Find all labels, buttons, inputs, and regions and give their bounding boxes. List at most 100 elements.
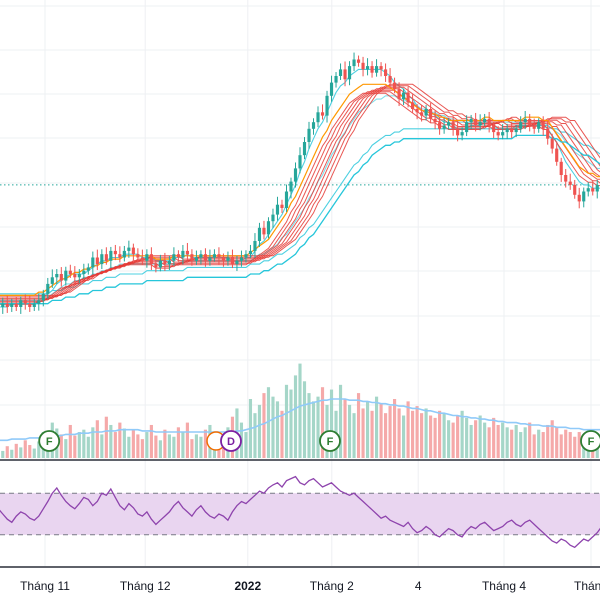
candle[interactable] (496, 126, 500, 141)
candle[interactable] (37, 293, 41, 311)
candle[interactable] (280, 199, 284, 213)
candle[interactable] (181, 244, 185, 265)
candle[interactable] (5, 295, 9, 313)
candle[interactable] (365, 58, 370, 76)
volume-bar[interactable] (14, 443, 18, 458)
volume-bar[interactable] (519, 432, 523, 458)
candle[interactable] (555, 141, 559, 166)
candle[interactable] (73, 266, 77, 285)
candle[interactable] (302, 137, 307, 160)
candle[interactable] (95, 249, 99, 271)
volume-bar[interactable] (122, 428, 126, 459)
volume-bar[interactable] (429, 415, 433, 458)
volume-bar[interactable] (5, 446, 9, 458)
candle[interactable] (433, 110, 437, 130)
candle[interactable] (230, 249, 235, 269)
volume-bar[interactable] (289, 389, 293, 458)
candle[interactable] (334, 72, 338, 88)
volume-bar[interactable] (244, 432, 248, 458)
candle[interactable] (145, 249, 149, 268)
volume-bar[interactable] (456, 415, 460, 458)
volume-bar[interactable] (397, 408, 401, 458)
volume-bar[interactable] (383, 413, 388, 458)
volume-bar[interactable] (451, 422, 455, 458)
candle[interactable] (505, 123, 509, 140)
candle[interactable] (28, 295, 32, 312)
volume-bar[interactable] (514, 424, 518, 458)
candle[interactable] (456, 120, 460, 142)
volume-bar[interactable] (262, 393, 266, 458)
volume-bar[interactable] (19, 447, 23, 458)
candle[interactable] (320, 104, 325, 120)
candle[interactable] (424, 105, 428, 121)
candle[interactable] (194, 250, 198, 265)
candle[interactable] (568, 173, 572, 190)
volume-bar[interactable] (275, 401, 280, 458)
candle[interactable] (311, 118, 316, 135)
candle[interactable] (564, 169, 568, 188)
candle[interactable] (118, 246, 122, 263)
volume-bar[interactable] (393, 399, 397, 458)
volume-bar[interactable] (149, 424, 153, 458)
volume-bar[interactable] (365, 401, 370, 458)
ribbon-long-ma-6[interactable] (0, 83, 600, 296)
candle[interactable] (185, 242, 189, 261)
candle[interactable] (23, 294, 27, 310)
volume-bar[interactable] (127, 436, 131, 458)
candle[interactable] (217, 247, 221, 265)
volume-bar[interactable] (343, 399, 347, 458)
candle[interactable] (465, 115, 469, 137)
rsi-line[interactable] (0, 475, 600, 549)
candle[interactable] (532, 118, 536, 134)
candle[interactable] (289, 177, 293, 199)
volume-bar[interactable] (64, 439, 68, 458)
candle[interactable] (14, 296, 18, 311)
event-marker-f[interactable]: F (580, 430, 600, 452)
candle[interactable] (573, 179, 577, 199)
volume-bar[interactable] (131, 429, 135, 458)
candle[interactable] (64, 266, 68, 286)
candle[interactable] (474, 112, 478, 132)
candle[interactable] (316, 106, 320, 128)
candle[interactable] (406, 86, 410, 108)
volume-bar[interactable] (59, 434, 63, 458)
candle[interactable] (383, 63, 388, 82)
candle[interactable] (577, 187, 581, 209)
candle[interactable] (559, 157, 563, 182)
volume-bar[interactable] (302, 381, 307, 458)
candle[interactable] (248, 244, 253, 259)
candle[interactable] (541, 116, 545, 136)
volume-bar[interactable] (474, 420, 478, 458)
candle[interactable] (325, 90, 329, 123)
volume-bar[interactable] (113, 432, 117, 458)
candle[interactable] (492, 121, 496, 139)
candle[interactable] (253, 233, 257, 258)
volume-bar[interactable] (199, 436, 203, 458)
candle[interactable] (442, 118, 446, 134)
volume-bar[interactable] (541, 432, 545, 458)
volume-bar[interactable] (91, 427, 95, 458)
volume-bar[interactable] (564, 429, 568, 458)
volume-bar[interactable] (68, 424, 72, 458)
candle[interactable] (352, 52, 356, 72)
candle[interactable] (91, 251, 95, 275)
candle[interactable] (595, 179, 599, 199)
volume-bar[interactable] (505, 427, 509, 458)
volume-bar[interactable] (271, 396, 275, 458)
volume-bar[interactable] (32, 448, 36, 458)
candle[interactable] (136, 248, 140, 263)
candle[interactable] (77, 269, 81, 284)
volume-bar[interactable] (478, 415, 482, 458)
volume-bar[interactable] (411, 410, 415, 458)
volume-bar[interactable] (82, 429, 86, 458)
candle[interactable] (451, 116, 455, 136)
volume-bar[interactable] (109, 424, 113, 458)
candle[interactable] (447, 118, 451, 130)
volume-bar[interactable] (77, 432, 81, 458)
candle[interactable] (397, 82, 401, 107)
volume-bar[interactable] (338, 384, 343, 458)
candle[interactable] (546, 120, 550, 145)
candle[interactable] (415, 104, 419, 120)
volume-bar[interactable] (356, 393, 361, 458)
candle[interactable] (167, 255, 171, 271)
